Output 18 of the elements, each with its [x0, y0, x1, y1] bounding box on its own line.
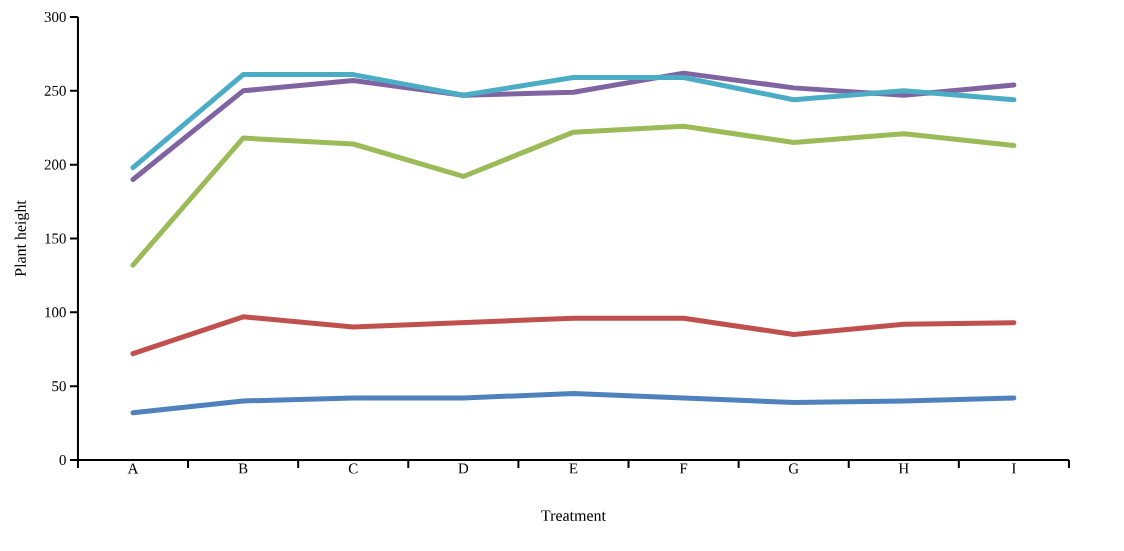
x-tick-label: F: [679, 463, 688, 474]
y-tick-label: 0: [59, 454, 66, 466]
x-tick-label: A: [127, 463, 139, 474]
x-tick-label: G: [788, 463, 799, 474]
y-tick-label: 50: [52, 381, 66, 392]
y-tick-label: 200: [44, 159, 66, 170]
x-tick-label: C: [348, 463, 358, 474]
y-tick-label: 300: [44, 11, 66, 23]
y-tick-label: 100: [45, 307, 66, 318]
x-tick-label: E: [569, 463, 578, 474]
y-tick-label: 150: [45, 233, 66, 244]
x-tick-label: D: [458, 463, 469, 474]
x-tick-label: B: [238, 463, 248, 474]
x-axis-title: Treatment: [541, 510, 606, 521]
x-tick-label: H: [898, 463, 909, 474]
y-axis-title: Plant height: [14, 200, 30, 277]
x-tick-label: I: [1011, 463, 1016, 474]
y-tick-label: 250: [44, 85, 66, 96]
